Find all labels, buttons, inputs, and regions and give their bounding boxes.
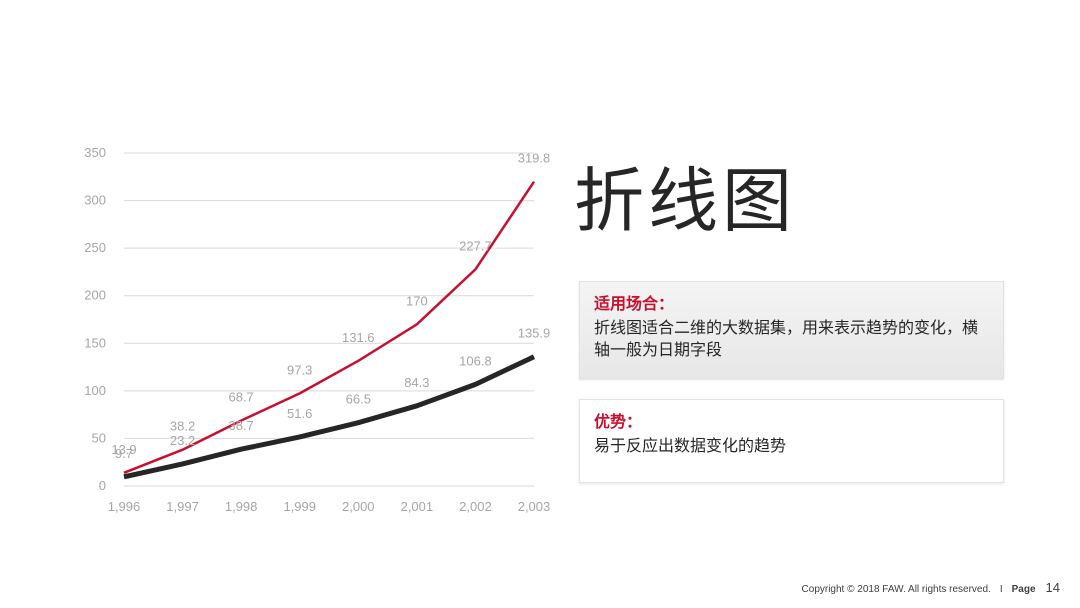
data-label: 97.3 — [287, 362, 312, 377]
y-tick-label: 350 — [84, 145, 106, 160]
usage-card: 适用场合： 折线图适合二维的大数据集，用来表示趋势的变化，横轴一般为日期字段 — [579, 281, 1004, 379]
series-line-2 — [123, 354, 536, 480]
data-labels: 13.9 38.2 68.7 97.3 131.6 170 227.7 319.8 9.7 23.… — [111, 151, 550, 461]
x-tick-label: 1,997 — [166, 499, 199, 514]
series-line-1 — [123, 181, 536, 474]
x-tick-label: 2,001 — [401, 499, 434, 514]
page-number: 14 — [1045, 580, 1060, 595]
data-label: 51.6 — [287, 406, 312, 421]
usage-text: 折线图适合二维的大数据集，用来表示趋势的变化，横轴一般为日期字段 — [594, 318, 979, 359]
y-tick-label: 250 — [84, 240, 106, 255]
advantage-heading: 优势： — [594, 412, 643, 431]
series-lines — [123, 181, 536, 480]
data-label: 13.9 — [111, 442, 136, 457]
footer-separator: I — [999, 584, 1003, 595]
data-label: 106.8 — [459, 353, 492, 368]
y-tick-label: 50 — [92, 430, 106, 445]
x-tick-label: 2,000 — [342, 499, 375, 514]
data-label: 84.3 — [404, 375, 429, 390]
data-label: 227.7 — [459, 238, 492, 253]
data-label: 66.5 — [346, 392, 371, 407]
copyright-text: Copyright © 2018 FAW. All rights reserve… — [801, 584, 991, 595]
advantage-text: 易于反应出数据变化的趋势 — [594, 436, 787, 455]
data-label: 135.9 — [518, 326, 551, 341]
data-label: 23.2 — [170, 433, 195, 448]
y-tick-label: 100 — [84, 383, 106, 398]
advantage-card: 优势： 易于反应出数据变化的趋势 — [579, 399, 1004, 483]
data-label: 170 — [406, 293, 428, 308]
y-tick-label: 0 — [99, 478, 106, 493]
x-tick-label: 1,998 — [225, 499, 258, 514]
y-tick-label: 150 — [84, 335, 106, 350]
x-axis-tick-labels: 1,996 1,997 1,998 1,999 2,000 2,001 2,002 2,003 — [108, 499, 551, 514]
y-tick-label: 300 — [84, 193, 106, 208]
usage-heading: 适用场合： — [594, 294, 675, 313]
footer: Copyright © 2018 FAW. All rights reserve… — [802, 580, 1060, 595]
data-label: 319.8 — [518, 151, 551, 166]
x-tick-label: 1,996 — [108, 499, 141, 514]
x-tick-label: 2,003 — [518, 499, 551, 514]
y-tick-label: 200 — [84, 288, 106, 303]
gridlines — [124, 152, 534, 487]
x-tick-label: 1,999 — [283, 499, 316, 514]
data-label: 38.7 — [228, 418, 253, 433]
slide-title: 折线图 — [574, 160, 796, 242]
x-tick-label: 2,002 — [459, 499, 492, 514]
data-label: 68.7 — [228, 390, 253, 405]
data-label: 131.6 — [342, 330, 375, 345]
y-axis-tick-labels: 0 50 100 150 200 250 300 350 — [84, 145, 106, 493]
page-label: Page — [1011, 584, 1036, 595]
data-label: 9.7 — [115, 446, 133, 461]
data-label: 38.2 — [170, 419, 195, 434]
